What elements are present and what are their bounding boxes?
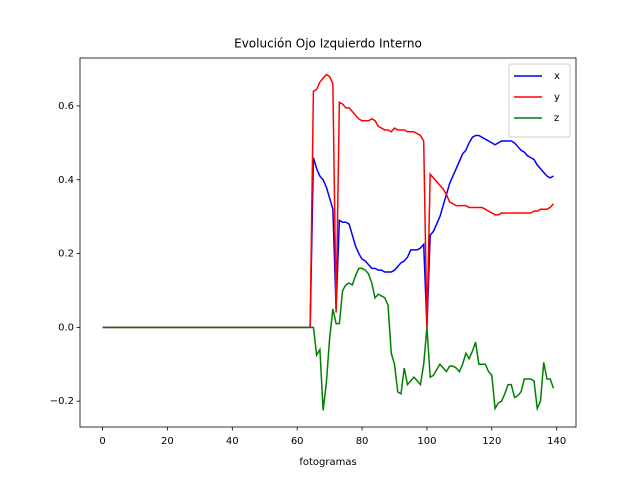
- chart-title: Evolución Ojo Izquierdo Interno: [234, 37, 422, 51]
- x-axis-label: fotogramas: [299, 457, 356, 468]
- data-line: [102, 134, 554, 329]
- x-tick-label: 60: [291, 436, 304, 447]
- x-tick-label: 0: [99, 436, 105, 447]
- legend-label: z: [554, 113, 559, 124]
- legend-label: x: [554, 71, 560, 82]
- x-tick-label: 80: [356, 436, 369, 447]
- legend-box: [508, 63, 571, 138]
- x-tick-label: 40: [226, 436, 239, 447]
- x-tick-label: 20: [161, 436, 174, 447]
- legend-label: y: [554, 92, 560, 103]
- plot-frame: [79, 57, 577, 428]
- x-tick-label: 120: [482, 436, 501, 447]
- x-tick-label: 100: [417, 436, 436, 447]
- x-tick-label: 140: [547, 436, 566, 447]
- y-tick-label: 0.2: [58, 249, 74, 260]
- data-line: [102, 267, 555, 412]
- y-tick-label: 0.6: [58, 101, 74, 112]
- y-tick-label: −0.2: [50, 396, 74, 407]
- data-line: [102, 73, 555, 329]
- y-tick-label: 0.0: [58, 322, 74, 333]
- y-tick-label: 0.4: [58, 175, 74, 186]
